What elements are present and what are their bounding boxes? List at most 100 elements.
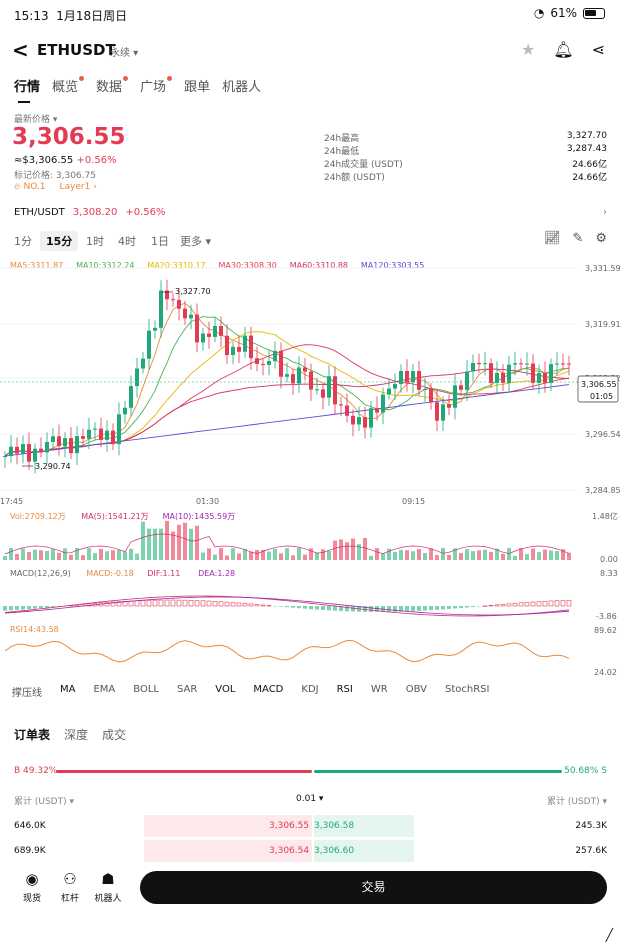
cum-left[interactable]: 累计 (USDT) ▾ [14, 797, 74, 807]
candle [327, 376, 331, 398]
volume-bar [3, 556, 7, 560]
indicator-ema[interactable]: EMA [93, 684, 116, 695]
legend-item: MA(10):1435.59万 [163, 512, 236, 521]
macd-bar [315, 606, 319, 610]
volume-bar [309, 548, 313, 560]
macd-bar [411, 606, 415, 612]
legend-item: MACD:-0.18 [86, 569, 133, 578]
indicator-sar[interactable]: SAR [176, 684, 198, 695]
tab-depth[interactable]: 深度 [64, 728, 89, 742]
candle [27, 444, 31, 462]
candle [159, 290, 163, 328]
candle [177, 300, 181, 309]
trade-button[interactable]: 交易 [140, 871, 607, 904]
volume-bar [555, 550, 559, 560]
tab-bot[interactable]: 机器人 [222, 80, 262, 95]
indicator-wr[interactable]: WR [370, 684, 388, 695]
tab-market[interactable]: 行情 [14, 76, 40, 103]
precision-select[interactable]: 0.01 ▾ [296, 794, 324, 804]
candle [507, 364, 511, 383]
spot-pair: ETH/USDT [14, 207, 65, 218]
latest-price-label[interactable]: 最新价格 ▾ [14, 115, 58, 125]
indicator-vol[interactable]: VOL [215, 684, 236, 695]
candle [447, 404, 451, 408]
macd-bar [488, 605, 494, 607]
indicator-boll[interactable]: BOLL [133, 684, 159, 695]
back-icon[interactable]: < [12, 38, 29, 62]
volume-bar [441, 548, 445, 560]
tab-copytrade[interactable]: 跟单 [184, 80, 211, 95]
tab-overview[interactable]: 概览 [52, 76, 85, 95]
rsi-min: 24.02 [594, 668, 617, 677]
tab-trades[interactable]: 成交 [102, 728, 127, 742]
indicator-macd[interactable]: MACD [253, 684, 284, 695]
indicator-rsi[interactable]: RSI [336, 684, 353, 695]
indicator-stochrsi[interactable]: StochRSI [444, 684, 490, 695]
candle [93, 428, 97, 430]
draw-icon[interactable]: ✎ [572, 231, 584, 246]
table-row[interactable]: 689.9K 3,306.54 3,306.60 257.6K [14, 840, 607, 862]
layer-tag[interactable]: Layer1 › [59, 182, 97, 192]
volume-bar [99, 548, 103, 560]
indicator-icon[interactable]: 📈︎ [543, 231, 561, 246]
candle [255, 358, 259, 364]
table-row[interactable]: 646.0K 3,306.55 3,306.58 245.3K [14, 815, 607, 837]
legend-item: MA5:3311.87 [10, 261, 63, 270]
macd-bar [423, 606, 427, 611]
spot-change: +0.56% [125, 207, 166, 218]
bell-icon[interactable]: 🔔︎ [553, 40, 574, 59]
macd-bar [170, 599, 176, 607]
candle [213, 326, 217, 337]
volume-bar [153, 528, 157, 560]
macd-bar [212, 601, 218, 607]
gear-icon[interactable]: ⚙ [595, 231, 607, 246]
interval-15m[interactable]: 15分 [40, 231, 79, 251]
volume-bar [201, 552, 205, 560]
contract-type[interactable]: 永续 ▾ [110, 48, 139, 59]
candle [261, 363, 265, 365]
volume-bar [405, 550, 409, 560]
battery-icon [583, 7, 605, 19]
stat-row: 24h成交量 (USDT) 24.66亿 [324, 160, 607, 170]
nav-spot[interactable]: ◉ 现货 [12, 870, 52, 904]
volume-bar [381, 553, 385, 560]
candle [123, 407, 127, 415]
interval-more[interactable]: 更多 ▾ [180, 235, 212, 248]
indicator-kdj[interactable]: KDJ [301, 684, 319, 695]
interval-1d[interactable]: 1日 [151, 235, 169, 248]
candle [549, 364, 553, 383]
cum-right[interactable]: 累计 (USDT) ▾ [547, 797, 607, 807]
nav-lever[interactable]: ⚇ 杠杆 [50, 870, 90, 904]
volume-bar [321, 549, 325, 560]
candle [15, 446, 19, 454]
volume-bar [225, 555, 229, 560]
rsi-legend: RSI14:43.58 [10, 625, 59, 634]
tab-square[interactable]: 广场 [140, 76, 173, 95]
interval-4h[interactable]: 4时 [118, 235, 136, 248]
indicator-obv[interactable]: OBV [405, 684, 427, 695]
tab-data[interactable]: 数据 [96, 76, 129, 95]
indicator-撑压线[interactable]: 撑压线 [12, 688, 42, 699]
volume-bar [165, 520, 169, 560]
candles [3, 279, 571, 474]
share-icon[interactable]: ⋖ [591, 40, 605, 59]
interval-1m[interactable]: 1分 [14, 235, 32, 248]
tab-orderbook[interactable]: 订单表 [14, 728, 51, 742]
candle [21, 444, 25, 454]
stat-row: 24h最低 3,287.43 [324, 144, 607, 157]
macd-bar [158, 599, 164, 607]
pair-title[interactable]: ETHUSDT [37, 41, 116, 59]
volume-bar [483, 549, 487, 560]
volume-bar [327, 550, 331, 560]
interval-1h[interactable]: 1时 [86, 235, 104, 248]
indicator-ma[interactable]: MA [60, 684, 76, 695]
star-icon[interactable]: ★ [520, 40, 536, 59]
candle [291, 374, 295, 384]
volume-bar [105, 551, 109, 560]
kline-chart[interactable]: MA5:3311.87 MA10:3312.24 MA20:3310.17 MA30:… [0, 256, 621, 680]
macd-bar [327, 606, 331, 611]
nav-bot[interactable]: ☗ 机器人 [88, 870, 128, 904]
spot-pair-line[interactable]: ETH/USDT 3,308.20 +0.56% › [14, 207, 607, 218]
macd-bar [152, 599, 158, 607]
candle [243, 335, 247, 352]
